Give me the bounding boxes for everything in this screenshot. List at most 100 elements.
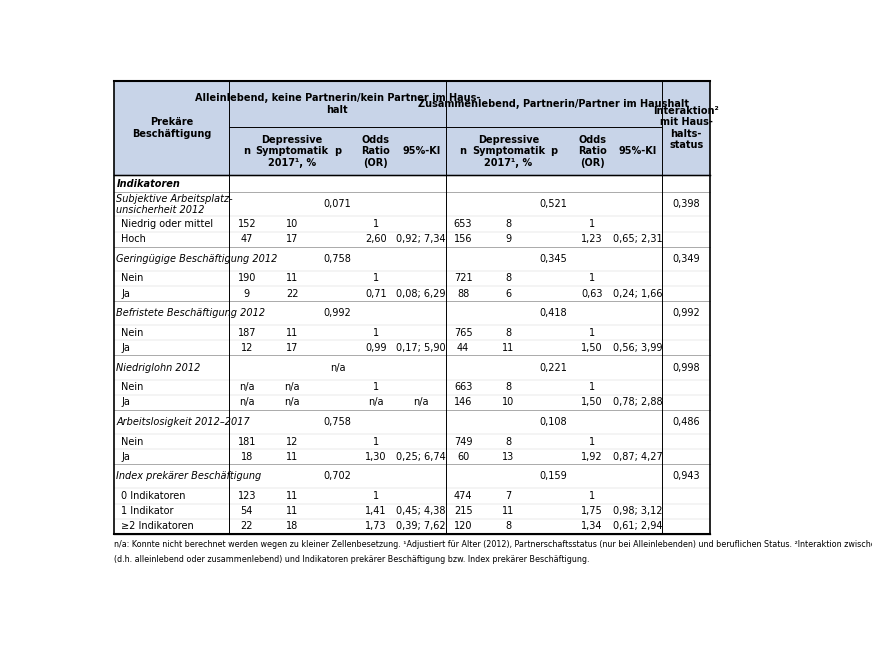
Text: n/a: n/a [284,397,300,407]
Text: Depressive
Symptomatik
2017¹, %: Depressive Symptomatik 2017¹, % [255,135,329,168]
Text: 1,73: 1,73 [365,521,387,531]
Text: 1: 1 [373,491,379,501]
Bar [114,216,711,232]
Text: 0,78; 2,88: 0,78; 2,88 [613,397,663,407]
Text: Arbeitslosigkeit 2012–2017: Arbeitslosigkeit 2012–2017 [117,417,250,427]
Text: (d.h. alleinlebend oder zusammenlebend) und Indikatoren prekärer Beschäftigung b: (d.h. alleinlebend oder zusammenlebend) … [114,555,589,564]
Text: 95%-KI: 95%-KI [402,146,440,156]
Text: Hoch: Hoch [121,234,146,244]
Text: 0,108: 0,108 [540,417,568,427]
Text: 60: 60 [457,452,469,462]
Text: 1,50: 1,50 [582,343,603,353]
Text: 0,39; 7,62: 0,39; 7,62 [397,521,446,531]
Text: 11: 11 [286,491,298,501]
Text: 7: 7 [505,491,512,501]
Text: 11: 11 [286,452,298,462]
Text: 12: 12 [241,343,253,353]
Text: 88: 88 [457,288,469,298]
Text: n/a: n/a [330,362,345,373]
Text: 215: 215 [453,506,473,516]
Bar [114,81,711,175]
Text: 44: 44 [457,343,469,353]
Text: 13: 13 [502,452,514,462]
Text: 0,61; 2,94: 0,61; 2,94 [613,521,662,531]
Text: n/a: n/a [239,397,255,407]
Text: Ja: Ja [121,452,130,462]
Text: 9: 9 [244,288,250,298]
Bar [114,286,711,301]
Text: 0,992: 0,992 [672,308,700,318]
Text: 1: 1 [373,437,379,447]
Text: 749: 749 [453,437,473,447]
Text: Depressive
Symptomatik
2017¹, %: Depressive Symptomatik 2017¹, % [472,135,545,168]
Text: 1,30: 1,30 [365,452,386,462]
Text: 8: 8 [506,328,512,337]
Text: 8: 8 [506,521,512,531]
Text: Odds
Ratio
(OR): Odds Ratio (OR) [578,135,607,168]
Text: 0 Indikatoren: 0 Indikatoren [121,491,186,501]
Bar [114,464,711,489]
Text: 47: 47 [241,234,253,244]
Text: 1,23: 1,23 [582,234,603,244]
Text: 0,99: 0,99 [365,343,386,353]
Text: 0,349: 0,349 [672,254,700,264]
Text: p: p [550,146,557,156]
Text: 10: 10 [502,397,514,407]
Text: 0,345: 0,345 [540,254,568,264]
Text: Index prekärer Beschäftigung: Index prekärer Beschäftigung [117,472,262,481]
Text: 0,65; 2,31: 0,65; 2,31 [613,234,663,244]
Text: n/a: n/a [239,382,255,392]
Text: 187: 187 [237,328,256,337]
Text: 0,25; 6,74: 0,25; 6,74 [397,452,446,462]
Text: 0,92; 7,34: 0,92; 7,34 [397,234,446,244]
Text: 0,24; 1,66: 0,24; 1,66 [613,288,662,298]
Text: 1: 1 [373,328,379,337]
Text: Subjektive Arbeitsplatz-
unsicherheit 2012: Subjektive Arbeitsplatz- unsicherheit 20… [117,194,233,215]
Text: 1: 1 [373,382,379,392]
Bar [114,395,711,410]
Text: 2,60: 2,60 [365,234,387,244]
Text: 1,41: 1,41 [365,506,386,516]
Text: 22: 22 [241,521,253,531]
Text: 0,17; 5,90: 0,17; 5,90 [397,343,446,353]
Bar [114,175,711,192]
Text: 11: 11 [286,273,298,283]
Text: Niedrig oder mittel: Niedrig oder mittel [121,219,214,229]
Text: 95%-KI: 95%-KI [618,146,657,156]
Text: Prekäre
Beschäftigung: Prekäre Beschäftigung [133,117,212,139]
Text: 0,87; 4,27: 0,87; 4,27 [613,452,663,462]
Bar [114,504,711,519]
Text: 653: 653 [453,219,473,229]
Bar [114,410,711,434]
Text: 0,398: 0,398 [672,199,700,209]
Bar [114,434,711,449]
Bar [114,271,711,286]
Text: 123: 123 [237,491,256,501]
Text: 11: 11 [502,343,514,353]
Text: 1,34: 1,34 [582,521,603,531]
Text: 0,486: 0,486 [672,417,700,427]
Text: 0,071: 0,071 [324,199,351,209]
Bar [114,301,711,325]
Text: Nein: Nein [121,273,144,283]
Text: 1: 1 [589,273,596,283]
Text: 1 Indikator: 1 Indikator [121,506,174,516]
Text: 0,702: 0,702 [324,472,351,481]
Text: 0,418: 0,418 [540,308,568,318]
Text: 181: 181 [238,437,256,447]
Text: 0,159: 0,159 [540,472,568,481]
Bar [114,519,711,534]
Text: 721: 721 [453,273,473,283]
Text: Ja: Ja [121,288,130,298]
Text: Indikatoren: Indikatoren [117,179,181,189]
Text: p: p [334,146,341,156]
Text: 0,98; 3,12: 0,98; 3,12 [613,506,662,516]
Text: Befristete Beschäftigung 2012: Befristete Beschäftigung 2012 [117,308,266,318]
Text: 1: 1 [589,219,596,229]
Text: 11: 11 [286,328,298,337]
Text: 8: 8 [506,382,512,392]
Text: 8: 8 [506,219,512,229]
Text: 18: 18 [241,452,253,462]
Text: Zusammenlebend, Partnerin/Partner im Haushalt: Zusammenlebend, Partnerin/Partner im Hau… [419,99,689,109]
Text: 0,521: 0,521 [540,199,568,209]
